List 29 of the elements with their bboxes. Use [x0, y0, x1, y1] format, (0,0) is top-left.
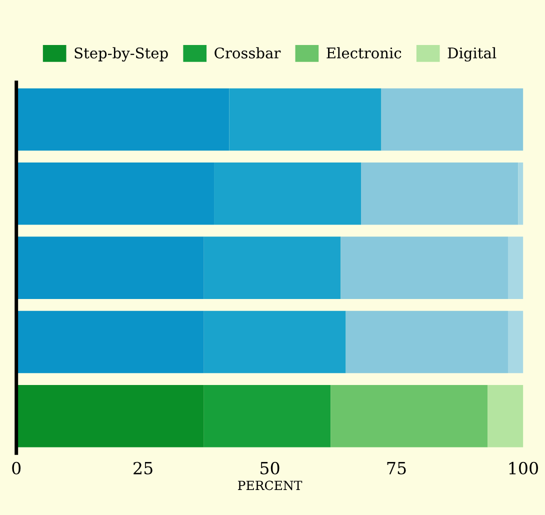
- bar: [361, 162, 518, 225]
- bar: [204, 236, 341, 299]
- x-tick-label: 50: [260, 462, 280, 474]
- bar: [204, 384, 331, 448]
- bar: [16, 310, 204, 374]
- x-tick-label: 0: [12, 462, 21, 474]
- bar: [204, 310, 346, 374]
- x-tick-label: 25: [134, 462, 152, 474]
- bar: [340, 236, 508, 299]
- bar: [330, 384, 488, 448]
- bar: [381, 88, 524, 151]
- x-tick-label: 75: [387, 462, 406, 474]
- bar: [214, 162, 362, 225]
- x-tick-label: 100: [509, 462, 538, 474]
- x-axis-title: PERCENT: [238, 480, 302, 490]
- legend-label: Step-by-Step: [74, 47, 168, 62]
- bar: [508, 236, 524, 299]
- legend-label: Crossbar: [214, 47, 281, 58]
- bar: [508, 310, 524, 374]
- bar: [16, 88, 230, 151]
- bar: [229, 88, 382, 151]
- bar: [16, 384, 204, 448]
- bar: [518, 162, 524, 225]
- bar: [488, 384, 524, 448]
- bar: [16, 236, 204, 299]
- legend-label: Electronic: [326, 47, 402, 58]
- legend-label: Digital: [448, 47, 496, 62]
- bar: [16, 162, 214, 225]
- bar: [346, 310, 508, 374]
